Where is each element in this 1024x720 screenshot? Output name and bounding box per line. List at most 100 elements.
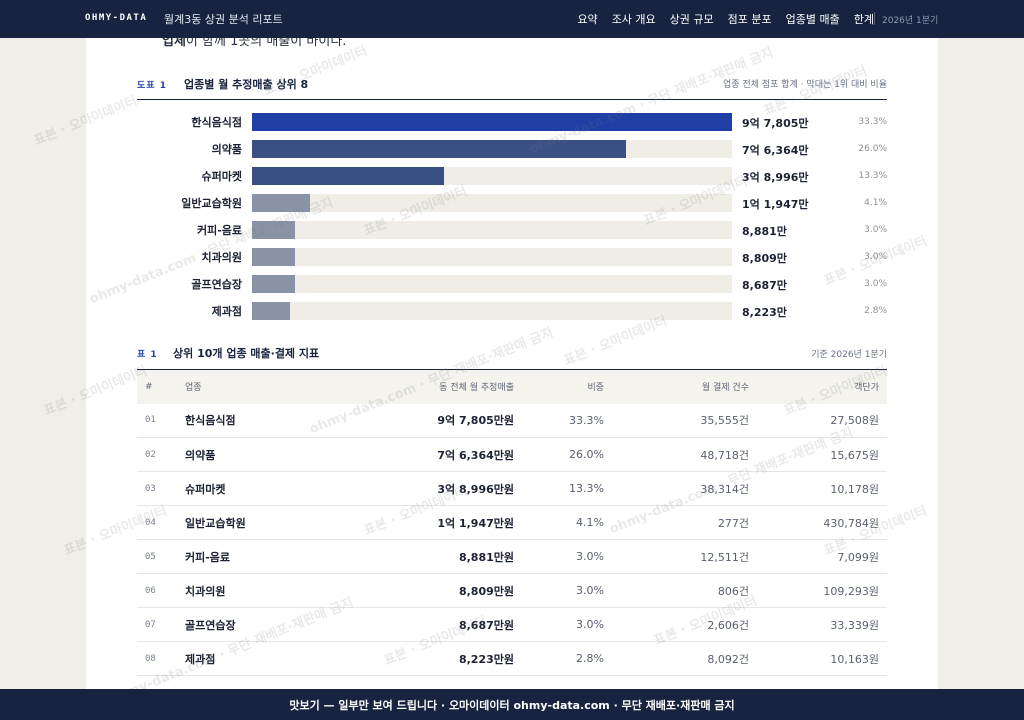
cell-rank: 08 bbox=[145, 653, 156, 664]
cell-transactions: 277건 bbox=[717, 516, 749, 530]
bar bbox=[252, 140, 626, 158]
report-period: 2026년 1분기 bbox=[882, 16, 939, 26]
cell-rank: 02 bbox=[145, 449, 156, 460]
nav-link-survey-overview[interactable]: 조사 개요 bbox=[611, 13, 656, 26]
bar bbox=[252, 194, 310, 212]
bar-value-label: 8,809만 bbox=[742, 252, 787, 265]
col-transactions: 월 결제 건수 bbox=[701, 383, 749, 394]
nav-link-sales-by-industry[interactable]: 업종별 매출 bbox=[785, 13, 840, 26]
preview-footer-banner: 맛보기 — 일부만 보여 드립니다 · 오마이데이터 ohmy-data.com… bbox=[0, 689, 1024, 720]
nav-link-store-distribution[interactable]: 점포 분포 bbox=[727, 13, 772, 26]
bar-value-label: 7억 6,364만 bbox=[742, 144, 809, 157]
cell-monthly-sales: 7억 6,364만원 bbox=[437, 448, 514, 462]
cell-monthly-sales: 8,809만원 bbox=[458, 584, 514, 598]
cell-rank: 06 bbox=[145, 585, 156, 596]
cell-avg-ticket: 15,675원 bbox=[830, 448, 879, 462]
table-row: 03 슈퍼마켓 3억 8,996만원 13.3% 38,314건 10,178원 bbox=[137, 472, 887, 506]
bar-row: 커피-음료 8,881만 3.0% bbox=[86, 220, 938, 240]
cell-share: 33.3% bbox=[569, 413, 604, 427]
cell-transactions: 38,314건 bbox=[700, 482, 749, 496]
bar-row: 슈퍼마켓 3억 8,996만 13.3% bbox=[86, 166, 938, 186]
top-navigation-bar: OHMY-DATA 월계3동 상권 분석 리포트 요약 조사 개요 상권 규모 … bbox=[0, 0, 1024, 38]
bar-share-label: 3.0% bbox=[864, 252, 887, 262]
table-body: 01 한식음식점 9억 7,805만원 33.3% 35,555건 27,508원 02 의약… bbox=[137, 404, 887, 676]
bar-track bbox=[252, 221, 732, 239]
cell-monthly-sales: 8,687만원 bbox=[458, 618, 514, 632]
cell-industry: 슈퍼마켓 bbox=[185, 482, 226, 496]
brand-logo[interactable]: OHMY-DATA bbox=[85, 13, 148, 23]
bar bbox=[252, 302, 290, 320]
bar bbox=[252, 113, 732, 131]
bar-value-label: 1억 1,947만 bbox=[742, 198, 809, 211]
table-row: 04 일반교습학원 1억 1,947만원 4.1% 277건 430,784원 bbox=[137, 506, 887, 540]
cell-avg-ticket: 109,293원 bbox=[823, 584, 879, 598]
cell-rank: 04 bbox=[145, 517, 156, 528]
bar-value-label: 8,223만 bbox=[742, 306, 787, 319]
report-page: 업체이 함께 1곳의 매출이 바이다. 도표 1 업종별 월 추정매출 상위 8… bbox=[86, 38, 938, 690]
cell-transactions: 48,718건 bbox=[700, 448, 749, 462]
nav-link-market-size[interactable]: 상권 규모 bbox=[669, 13, 714, 26]
table-row: 07 골프연습장 8,687만원 3.0% 2,606건 33,339원 bbox=[137, 608, 887, 642]
cell-rank: 03 bbox=[145, 483, 156, 494]
cell-rank: 07 bbox=[145, 619, 156, 630]
cell-transactions: 35,555건 bbox=[700, 414, 749, 428]
table-note: 기준 2026년 1분기 bbox=[811, 350, 887, 360]
bar-category-label: 슈퍼마켓 bbox=[201, 170, 242, 183]
table-title: 상위 10개 업종 매출·결제 지표 bbox=[173, 347, 320, 360]
bar-track bbox=[252, 248, 732, 266]
bar-row: 한식음식점 9억 7,805만 33.3% bbox=[86, 112, 938, 132]
bar-track bbox=[252, 302, 732, 320]
intro-text: 이 함께 1곳의 매출이 바이다. bbox=[185, 38, 347, 49]
table-tag: 표 1 bbox=[137, 350, 158, 360]
cell-industry: 커피-음료 bbox=[185, 550, 231, 564]
bar-value-label: 9억 7,805만 bbox=[742, 117, 809, 130]
bar-track bbox=[252, 140, 732, 158]
nav-link-summary[interactable]: 요약 bbox=[577, 13, 598, 26]
bar-share-label: 33.3% bbox=[858, 117, 887, 127]
col-industry: 업종 bbox=[185, 383, 202, 394]
table-row: 02 의약품 7억 6,364만원 26.0% 48,718건 15,675원 bbox=[137, 438, 887, 472]
report-title: 월계3동 상권 분석 리포트 bbox=[164, 13, 283, 26]
cell-industry: 제과점 bbox=[185, 652, 216, 666]
table-header-row: # 업종 동 전체 월 추정매출 비중 월 결제 건수 객단가 bbox=[137, 369, 887, 404]
cell-monthly-sales: 8,881만원 bbox=[458, 550, 514, 564]
bar-category-label: 커피-음료 bbox=[196, 224, 242, 237]
bar-row: 일반교습학원 1억 1,947만 4.1% bbox=[86, 193, 938, 213]
industry-stats-table: # 업종 동 전체 월 추정매출 비중 월 결제 건수 객단가 01 한식음식점 9… bbox=[137, 369, 887, 676]
cell-transactions: 806건 bbox=[717, 584, 749, 598]
cell-share: 13.3% bbox=[569, 482, 604, 495]
bar-track bbox=[252, 113, 732, 131]
nav-link-limitations[interactable]: 한계 bbox=[853, 13, 874, 26]
col-share: 비중 bbox=[587, 383, 604, 394]
cell-transactions: 2,606건 bbox=[707, 618, 749, 632]
bar-value-label: 3억 8,996만 bbox=[742, 171, 809, 184]
bar bbox=[252, 167, 444, 185]
cell-rank: 01 bbox=[145, 415, 156, 426]
table-row: 01 한식음식점 9억 7,805만원 33.3% 35,555건 27,508원 bbox=[137, 404, 887, 438]
bar-category-label: 일반교습학원 bbox=[181, 197, 242, 210]
bar-row: 제과점 8,223만 2.8% bbox=[86, 301, 938, 321]
bar-category-label: 한식음식점 bbox=[191, 116, 242, 129]
table-header: 표 1 상위 10개 업종 매출·결제 지표 기준 2026년 1분기 bbox=[137, 344, 887, 362]
figure-tag: 도표 1 bbox=[137, 81, 167, 91]
cell-avg-ticket: 430,784원 bbox=[823, 516, 879, 530]
cell-avg-ticket: 10,163원 bbox=[830, 652, 879, 666]
cell-avg-ticket: 7,099원 bbox=[837, 550, 879, 564]
cell-share: 3.0% bbox=[576, 618, 604, 631]
table-row: 06 치과의원 8,809만원 3.0% 806건 109,293원 bbox=[137, 574, 887, 608]
cell-industry: 골프연습장 bbox=[185, 618, 236, 632]
cell-share: 26.0% bbox=[569, 448, 604, 461]
figure-note: 업종 전체 점포 합계 · 막대는 1위 대비 비율 bbox=[723, 80, 887, 90]
cell-industry: 한식음식점 bbox=[185, 414, 236, 428]
cell-share: 2.8% bbox=[576, 652, 604, 665]
bar bbox=[252, 275, 295, 293]
bar-category-label: 제과점 bbox=[211, 305, 242, 318]
col-rank: # bbox=[145, 381, 153, 392]
cell-transactions: 12,511건 bbox=[700, 550, 749, 564]
cell-monthly-sales: 1억 1,947만원 bbox=[437, 516, 514, 530]
cell-rank: 05 bbox=[145, 551, 156, 562]
figure-header: 도표 1 업종별 월 추정매출 상위 8 업종 전체 점포 합계 · 막대는 1… bbox=[137, 78, 887, 100]
cell-transactions: 8,092건 bbox=[707, 652, 749, 666]
bar-category-label: 의약품 bbox=[211, 143, 242, 156]
bar-row: 골프연습장 8,687만 3.0% bbox=[86, 274, 938, 294]
